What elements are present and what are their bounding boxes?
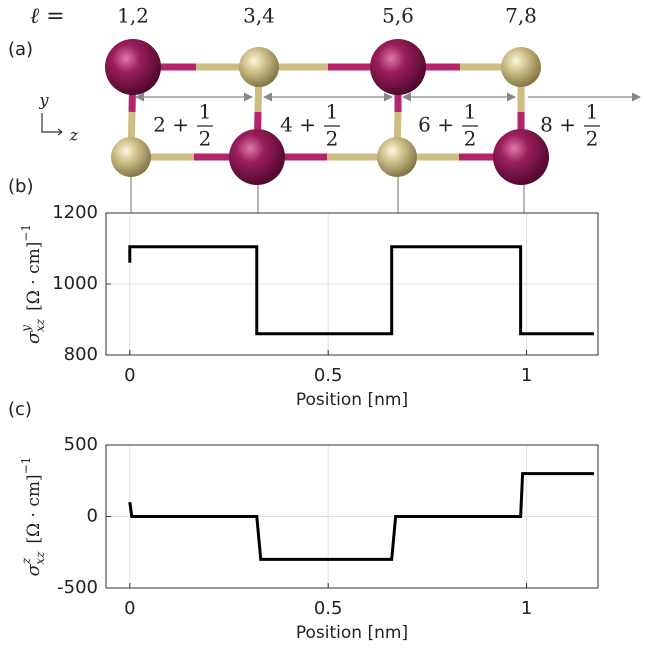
panel-label: (b) [8,176,33,197]
spacing-den: 2 [586,127,599,151]
y-tick-label: 1200 [52,202,98,223]
ylabel-sub: xz [33,318,47,332]
data-line [128,472,595,561]
x-tick-label: 0.5 [314,365,343,386]
spacing-den: 2 [464,127,477,151]
ell-value: 3,4 [243,4,275,28]
ell-value: 5,6 [382,4,414,28]
x-tick-label: 1 [521,598,532,619]
spacing-whole: 4 + [280,113,316,137]
ylabel-exp: −1 [19,224,33,242]
y-tick-label: 800 [64,344,98,365]
spacing-num: 1 [199,100,212,124]
ylabel-unit: [Ω · cm] [24,474,44,543]
ylabel-exp: −1 [19,457,33,475]
ylabel-base: σ [23,563,44,576]
axis-y-label: y [38,91,49,110]
y-axis-label: σzxz [Ω · cm]−1 [19,457,47,577]
spacing-num: 1 [464,100,477,124]
x-axis-label: Position [nm] [296,623,408,643]
panel-label: (c) [8,399,32,420]
x-tick-label: 1 [521,365,532,386]
x-tick-label: 0.5 [314,598,343,619]
atoms [105,39,549,185]
y-tick-label: 500 [64,434,98,455]
spacing-whole: 8 + [540,113,576,137]
plot-frame [105,212,599,356]
y-axis-label: σyxz [Ω · cm]−1 [19,224,47,344]
spacing-whole: 6 + [418,113,454,137]
plot-frame [105,444,599,589]
spacing-num: 1 [326,100,339,124]
y-tick-label: 0 [87,506,98,527]
panel-label: (a) [8,39,33,60]
x-tick-label: 0 [124,598,135,619]
ell-value: 7,8 [505,4,537,28]
ell-label: ℓ = [30,4,65,29]
ylabel-sup: y [19,325,33,333]
x-axis-label: Position [nm] [296,390,408,410]
crystal-diagram: (a) ℓ = 1,2 3,4 5,6 7,8 y z [8,4,641,213]
ylabel-sub: xz [33,551,47,565]
ylabel-unit: [Ω · cm] [24,242,44,311]
y-tick-label: -500 [57,577,98,598]
axis-z-label: z [69,126,79,145]
ylabel-sup: z [19,557,33,565]
y-tick-label: 1000 [52,273,98,294]
ell-value: 1,2 [117,4,149,28]
x-tick-label: 0 [124,365,135,386]
data-line [128,245,595,336]
spacing-den: 2 [326,127,339,151]
ylabel-base: σ [23,331,44,344]
spacing-whole: 2 + [153,113,189,137]
spacing-num: 1 [586,100,599,124]
spacing-den: 2 [199,127,212,151]
axis-glyph [41,113,63,136]
